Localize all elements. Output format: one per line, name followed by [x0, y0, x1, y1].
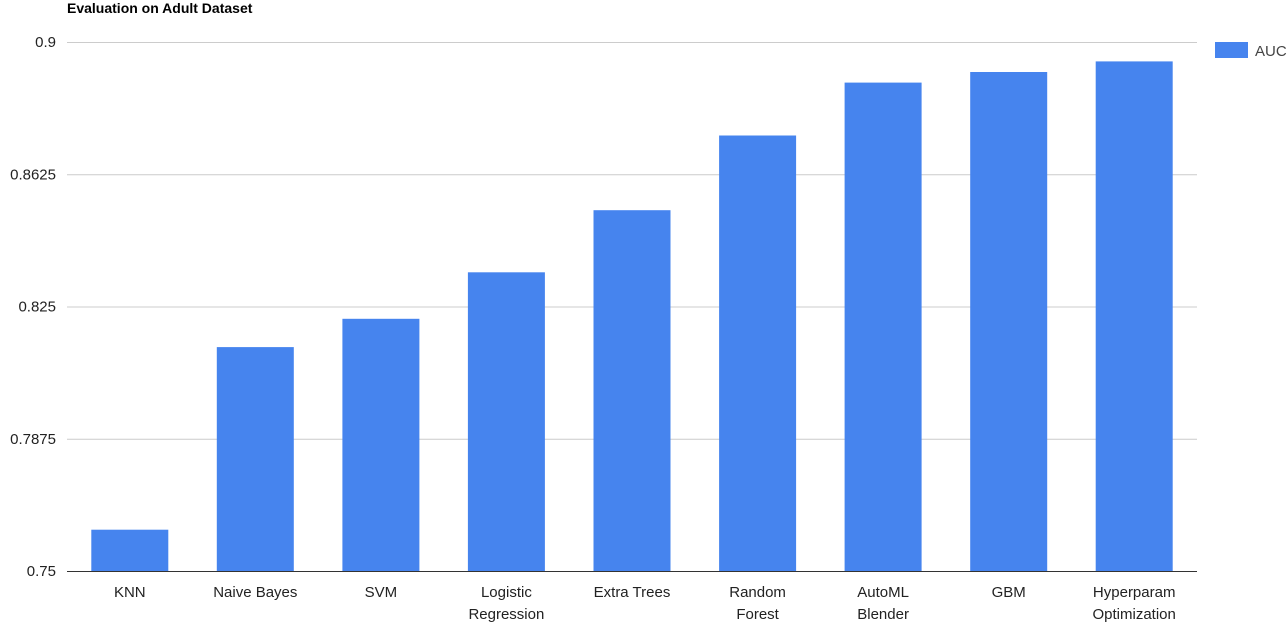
- x-tick-label: Logistic: [481, 584, 532, 601]
- x-tick-label: KNN: [114, 584, 146, 601]
- x-tick-label: Regression: [468, 606, 544, 622]
- legend-swatch-auc[interactable]: [1215, 42, 1248, 58]
- x-tick-label: Optimization: [1093, 606, 1176, 622]
- bars: [91, 61, 1173, 572]
- bar[interactable]: [844, 82, 922, 571]
- x-axis-labels: KNN Naive Bayes SVM Logistic Regression Extra…: [114, 584, 1176, 622]
- y-tick-label: 0.9: [35, 34, 56, 51]
- y-tick-label: 0.825: [18, 299, 56, 316]
- bar[interactable]: [467, 272, 545, 571]
- x-tick-label: AutoML: [857, 584, 909, 601]
- x-tick-label: Blender: [857, 606, 909, 622]
- bar[interactable]: [342, 318, 420, 571]
- x-tick-label: Hyperparam: [1093, 584, 1176, 601]
- legend[interactable]: AUC: [1215, 42, 1287, 60]
- x-tick-label: Random: [729, 584, 786, 601]
- bar[interactable]: [593, 210, 671, 571]
- x-tick-label: Naive Bayes: [213, 584, 297, 601]
- chart-title: Evaluation on Adult Dataset: [67, 0, 253, 16]
- x-tick-label: GBM: [992, 584, 1026, 601]
- y-tick-label: 0.75: [27, 563, 56, 580]
- y-tick-label: 0.8625: [10, 166, 56, 183]
- bar[interactable]: [91, 529, 169, 571]
- bar[interactable]: [1095, 61, 1173, 572]
- bar[interactable]: [970, 72, 1048, 571]
- y-axis-ticks: 0.75 0.7875 0.825 0.8625 0.9: [10, 34, 56, 580]
- bar[interactable]: [719, 135, 797, 572]
- x-tick-label: Extra Trees: [594, 584, 671, 601]
- y-tick-label: 0.7875: [10, 431, 56, 448]
- x-tick-label: SVM: [365, 584, 398, 601]
- legend-label-auc[interactable]: AUC: [1255, 43, 1287, 60]
- x-tick-label: Forest: [736, 606, 779, 622]
- bar[interactable]: [216, 347, 294, 571]
